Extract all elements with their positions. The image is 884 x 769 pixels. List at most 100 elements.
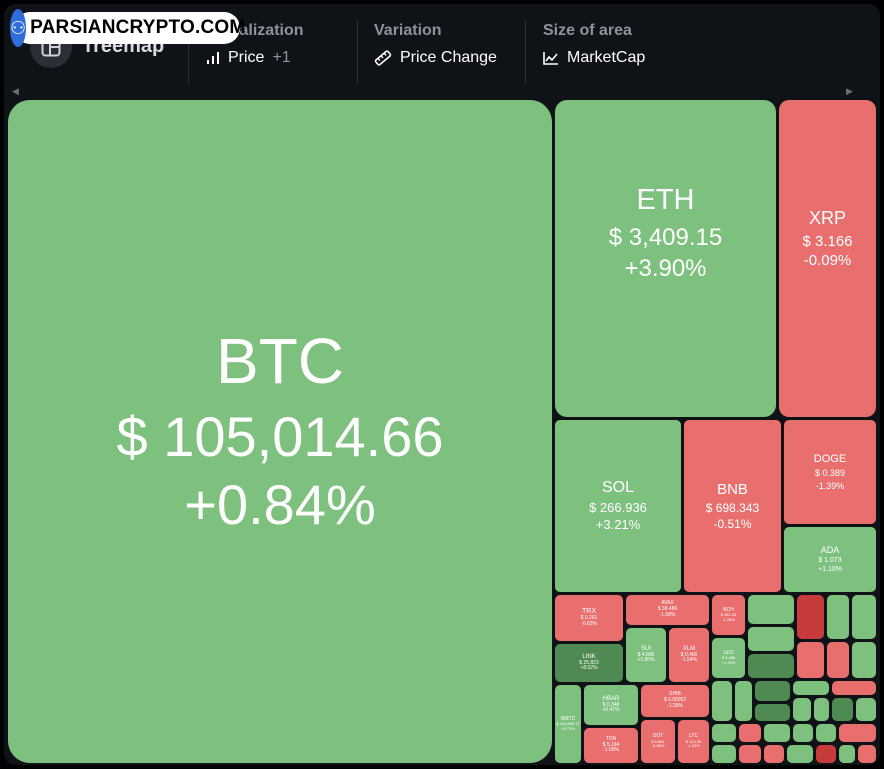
tile-doge[interactable]: DOGE $ 0.389 -1.39% xyxy=(784,420,876,524)
tile-symbol: BNB xyxy=(717,480,748,498)
tile-ltc[interactable]: LTC $ 124.20 -1.02% xyxy=(678,720,709,763)
brand-logo-icon: ⚇ xyxy=(10,9,27,47)
tile-small[interactable] xyxy=(755,681,790,701)
tile-small[interactable] xyxy=(712,681,732,721)
tile-small[interactable] xyxy=(839,745,855,763)
tile-ada[interactable]: ADA $ 1.073 +1.10% xyxy=(784,527,876,592)
tile-xrp[interactable]: XRP $ 3.166 -0.09% xyxy=(779,100,876,417)
tile-symbol: ETH xyxy=(636,184,695,217)
tile-price: $ 0.348 xyxy=(602,701,620,708)
tile-eth[interactable]: ETH $ 3,409.15 +3.90% xyxy=(555,100,776,417)
tile-change: -0.09% xyxy=(803,251,852,269)
tile-wbtc[interactable]: WBTC $ 104,806.17 +0.71% xyxy=(555,685,581,763)
tile-price: $ 266.936 xyxy=(589,500,647,516)
tile-small[interactable] xyxy=(739,724,761,742)
tile-small[interactable] xyxy=(814,698,829,721)
tile-symbol: ADA xyxy=(820,544,840,555)
tile-small[interactable] xyxy=(827,595,849,639)
tile-ton[interactable]: TON $ 5.194 -1.00% xyxy=(584,728,638,763)
tile-price: $ 461.03 xyxy=(720,612,737,618)
tile-dot[interactable]: DOT $ 6.861 -0.96% xyxy=(641,720,675,763)
tile-symbol: TON xyxy=(605,735,617,742)
tile-small[interactable] xyxy=(712,745,736,763)
tile-symbol: TRX xyxy=(582,608,596,616)
tile-change: -1.54% xyxy=(681,657,697,664)
tile-small[interactable] xyxy=(816,745,836,763)
variation-dropdown[interactable]: Price Change xyxy=(374,49,497,67)
tile-avax[interactable]: AVAX $ 38.486 -1.08% xyxy=(626,595,709,625)
size-of-area-dropdown[interactable]: MarketCap xyxy=(543,49,645,67)
visualization-dropdown[interactable]: Price +1 xyxy=(206,49,291,67)
tile-change: -0.51% xyxy=(713,516,752,531)
tile-small[interactable] xyxy=(748,654,794,678)
tile-price: $ 38.486 xyxy=(657,606,678,613)
tile-price: $ 6.861 xyxy=(651,738,665,744)
tile-price: $ 4.896 xyxy=(637,651,655,658)
tile-bch[interactable]: BCH $ 461.03 -1.28% xyxy=(712,595,745,635)
tile-small[interactable] xyxy=(755,704,790,721)
tile-small[interactable] xyxy=(764,724,790,742)
visualization-extra-count: +1 xyxy=(272,49,291,66)
variation-label: Variation xyxy=(374,22,442,39)
treemap: BTC $ 105,014.66 +0.84% ETH $ 3,409.15 +… xyxy=(4,98,880,765)
watermark-text: PARSIANCRYPTO.COM xyxy=(30,17,246,38)
tile-small[interactable] xyxy=(852,595,876,639)
tile-small[interactable] xyxy=(735,681,752,721)
tile-symbol: DOT xyxy=(652,733,664,740)
tile-small[interactable] xyxy=(793,698,811,721)
tile-small[interactable] xyxy=(832,681,876,695)
tile-small[interactable] xyxy=(839,724,876,742)
tile-leo[interactable]: LEO $ 9.485 +1.23% xyxy=(712,638,745,678)
tile-small[interactable] xyxy=(797,642,824,678)
tile-symbol: WBTC xyxy=(560,715,576,722)
tile-hbar[interactable]: HBAR $ 0.348 +0.47% xyxy=(584,685,638,725)
tile-change: +0.84% xyxy=(184,473,376,537)
treemap-window: Treemap Visualization Price +1 Variation… xyxy=(4,4,880,765)
tile-small[interactable] xyxy=(712,724,736,742)
tile-small[interactable] xyxy=(739,745,761,763)
tile-shib[interactable]: SHIB $ 0.00002 -1.39% xyxy=(641,685,709,717)
tile-price: $ 0.00002 xyxy=(663,697,687,704)
tile-small[interactable] xyxy=(832,698,853,721)
tile-link[interactable]: LINK $ 25.823 +8.02% xyxy=(555,644,623,682)
tile-small[interactable] xyxy=(787,745,813,763)
variation-value: Price Change xyxy=(400,49,497,66)
divider xyxy=(525,20,526,84)
tile-sui[interactable]: SUI $ 4.896 +1.80% xyxy=(626,628,666,682)
tile-small[interactable] xyxy=(816,724,836,742)
tile-xlm[interactable]: XLM $ 0.466 -1.54% xyxy=(669,628,709,682)
tile-change: +3.90% xyxy=(624,255,707,283)
tile-small[interactable] xyxy=(852,642,876,678)
tile-sol[interactable]: SOL $ 266.936 +3.21% xyxy=(555,420,681,592)
tile-change: -1.28% xyxy=(722,616,735,622)
tile-symbol: SOL xyxy=(601,478,634,496)
tile-trx[interactable]: TRX $ 0.261 -0.63% xyxy=(555,595,623,641)
tile-small[interactable] xyxy=(748,595,794,624)
scroll-left-icon[interactable]: ◀ xyxy=(12,86,19,96)
horizontal-scrollbar[interactable]: ◀ ▶ xyxy=(4,86,880,96)
tile-change: -1.08% xyxy=(659,611,676,618)
tile-small[interactable] xyxy=(793,724,813,742)
tile-change: -1.39% xyxy=(667,702,683,709)
tile-btc[interactable]: BTC $ 105,014.66 +0.84% xyxy=(8,100,552,763)
tile-price: $ 0.261 xyxy=(580,615,598,622)
tile-price: $ 0.389 xyxy=(814,468,846,479)
tile-small[interactable] xyxy=(797,595,824,639)
tile-small[interactable] xyxy=(858,745,876,763)
tile-small[interactable] xyxy=(764,745,784,763)
tile-small[interactable] xyxy=(793,681,829,695)
tile-change: +1.10% xyxy=(818,566,842,574)
divider xyxy=(188,20,189,84)
tile-small[interactable] xyxy=(856,698,876,721)
tile-symbol: AVAX xyxy=(661,600,674,607)
tile-price: $ 105,014.66 xyxy=(116,404,444,468)
tile-small[interactable] xyxy=(748,627,794,651)
tile-change: +0.71% xyxy=(561,725,575,731)
tile-change: -0.96% xyxy=(651,743,665,749)
tile-small[interactable] xyxy=(827,642,849,678)
tile-symbol: BTC xyxy=(216,325,344,398)
tile-price: $ 25.823 xyxy=(579,659,599,666)
scroll-right-icon[interactable]: ▶ xyxy=(846,86,853,96)
tile-change: -1.02% xyxy=(687,743,700,749)
tile-bnb[interactable]: BNB $ 698.343 -0.51% xyxy=(684,420,781,592)
